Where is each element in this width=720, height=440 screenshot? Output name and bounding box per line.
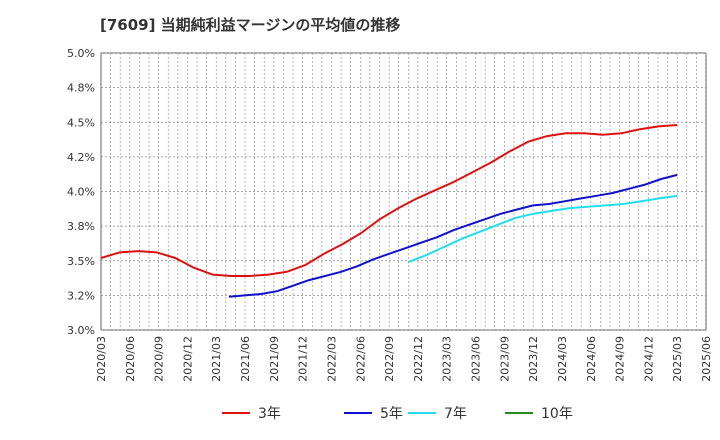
x-tick-label: 2023/12 <box>527 336 540 382</box>
x-tick-label: 2023/03 <box>441 336 454 382</box>
x-tick-label: 2020/09 <box>153 336 166 382</box>
x-tick-label: 2020/12 <box>181 336 194 382</box>
series-line-7年 <box>407 194 678 264</box>
x-tick-label: 2022/06 <box>354 336 367 382</box>
y-tick-label: 3.8% <box>67 220 95 233</box>
y-tick-label: 3.2% <box>67 289 95 302</box>
x-tick-label: 2024/06 <box>585 336 598 382</box>
x-tick-label: 2020/03 <box>95 336 108 382</box>
x-tick-label: 2022/03 <box>325 336 338 382</box>
y-tick-label: 3.5% <box>67 255 95 268</box>
legend-label-5年: 5年 <box>380 406 403 422</box>
x-tick-label: 2024/03 <box>556 336 569 382</box>
x-tick-label: 2021/12 <box>297 336 310 382</box>
x-tick-label: 2020/06 <box>124 336 137 382</box>
x-tick-label: 2023/09 <box>498 336 511 382</box>
legend-label-10年: 10年 <box>541 406 573 422</box>
y-tick-label: 5.0% <box>67 47 95 60</box>
x-tick-label: 2021/03 <box>210 336 223 382</box>
x-tick-label: 2021/06 <box>239 336 252 382</box>
legend-label-7年: 7年 <box>444 406 467 422</box>
y-tick-label: 4.2% <box>67 151 95 164</box>
y-tick-label: 4.0% <box>67 186 95 199</box>
x-tick-label: 2022/12 <box>412 336 425 382</box>
x-tick-label: 2021/09 <box>268 336 281 382</box>
y-tick-label: 4.8% <box>67 82 95 95</box>
x-tick-label: 2022/09 <box>383 336 396 382</box>
y-tick-label: 3.0% <box>67 324 95 337</box>
series-line-5年 <box>228 173 678 298</box>
x-tick-label: 2023/06 <box>470 336 483 382</box>
y-tick-label: 4.5% <box>67 116 95 129</box>
x-tick-label: 2024/09 <box>614 336 627 382</box>
x-tick-label: 2025/03 <box>671 336 684 382</box>
chart-title: [7609] 当期純利益マージンの平均値の推移 <box>100 16 401 34</box>
x-tick-label: 2024/12 <box>642 336 655 382</box>
legend-label-3年: 3年 <box>258 406 281 422</box>
series-line-3年 <box>100 124 678 277</box>
x-tick-label: 2025/06 <box>700 336 713 382</box>
